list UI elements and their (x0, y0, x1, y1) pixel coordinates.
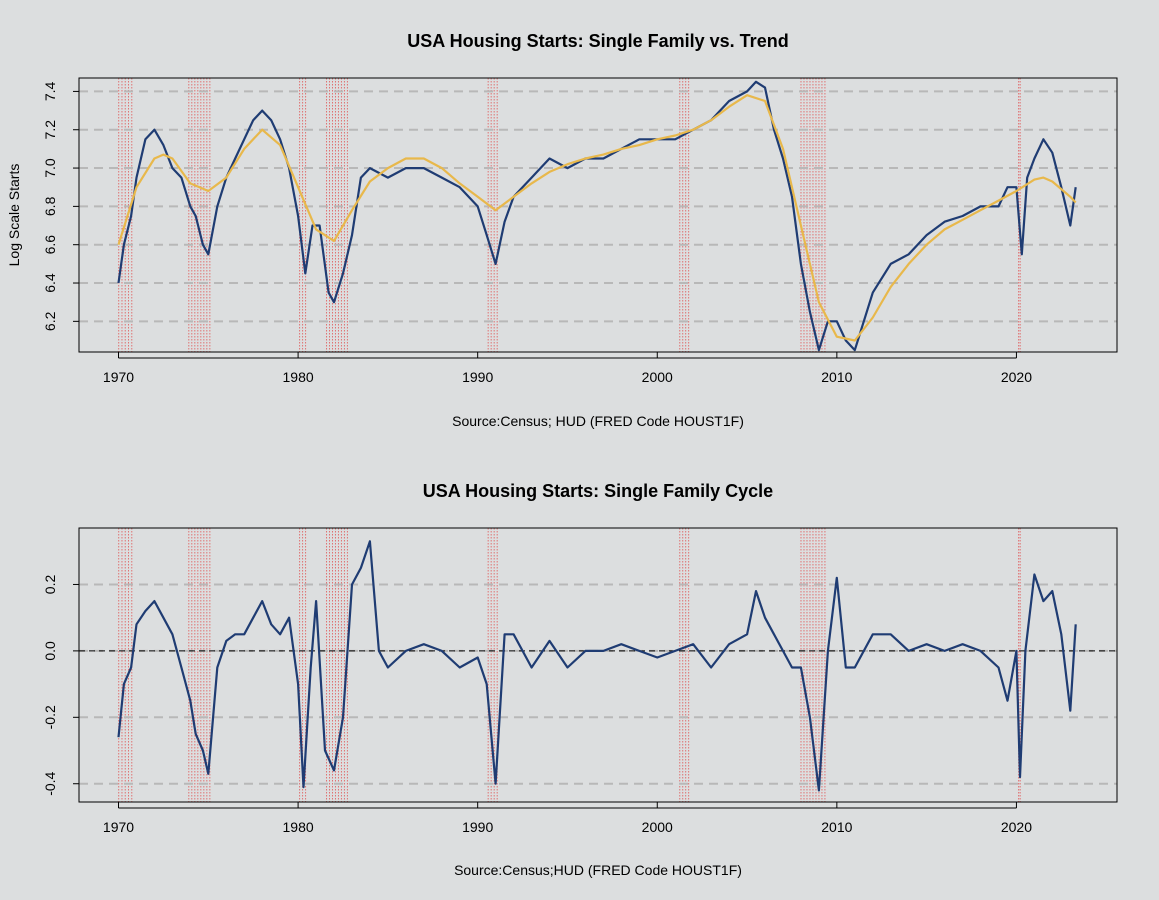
top-x-tick-label: 2020 (1001, 369, 1032, 385)
top-y-tick-label: 7.0 (42, 158, 58, 178)
bottom-x-tick-label: 2010 (821, 819, 852, 835)
top-x-tick-label: 2010 (821, 369, 852, 385)
bottom-x-tick-label: 2020 (1001, 819, 1032, 835)
top-actual-series-line (117, 80, 1077, 352)
top-recession-band (326, 78, 348, 352)
bottom-x-tick-label: 1990 (462, 819, 493, 835)
top-plot-area: 1970 1980 1990 2000 2010 2020 6.2 6.4 6.6 6.8 7.0 7… (42, 77, 1118, 385)
bottom-y-tick-label: 0.2 (42, 575, 58, 595)
top-x-tick-label: 1970 (103, 369, 134, 385)
bottom-recession-band (118, 528, 133, 802)
bottom-recession-band (679, 528, 690, 802)
top-chart-source-caption: Source:Census; HUD (FRED Code HOUST1F) (452, 413, 744, 429)
top-recession-band (1018, 78, 1021, 352)
bottom-plot-area: 1970 1980 1990 2000 2010 2020 -0.4 -0.2 0.0 0.2 (42, 527, 1118, 835)
top-trend-series-line (117, 94, 1077, 342)
top-x-tick-label: 1990 (462, 369, 493, 385)
bottom-recession-band (188, 528, 211, 802)
bottom-x-tick-label: 2000 (642, 819, 673, 835)
top-recession-band (800, 78, 826, 352)
top-y-tick-label: 6.2 (42, 311, 58, 331)
top-recession-band (188, 78, 211, 352)
top-y-tick-label: 7.2 (42, 120, 58, 140)
bottom-y-tick-label: -0.4 (42, 771, 58, 795)
bottom-plot-frame (78, 527, 1118, 803)
bottom-cycle-series-line (117, 540, 1077, 792)
top-recession-band (679, 78, 690, 352)
top-recession-band (299, 78, 307, 352)
bottom-chart-title: USA Housing Starts: Single Family Cycle (423, 481, 773, 501)
bottom-y-tick-label: 0.0 (42, 641, 58, 661)
top-chart-y-axis-label: Log Scale Starts (6, 164, 22, 267)
top-x-tick-label: 1980 (283, 369, 314, 385)
top-chart-title: USA Housing Starts: Single Family vs. Tr… (407, 31, 788, 51)
top-y-tick-label: 6.8 (42, 196, 58, 216)
top-y-tick-label: 6.4 (42, 273, 58, 293)
top-plot-frame (78, 77, 1118, 353)
top-x-tick-label: 2000 (642, 369, 673, 385)
top-recession-band (118, 78, 133, 352)
top-chart-panel: USA Housing Starts: Single Family vs. Tr… (6, 31, 1118, 429)
bottom-chart-panel: USA Housing Starts: Single Family Cycle … (42, 481, 1118, 878)
bottom-x-tick-label: 1970 (103, 819, 134, 835)
top-recession-band (487, 78, 498, 352)
bottom-x-tick-label: 1980 (283, 819, 314, 835)
top-y-tick-label: 7.4 (42, 81, 58, 101)
bottom-chart-source-caption: Source:Census;HUD (FRED Code HOUST1F) (454, 862, 742, 878)
top-y-tick-label: 6.6 (42, 235, 58, 255)
bottom-y-tick-label: -0.2 (42, 705, 58, 729)
